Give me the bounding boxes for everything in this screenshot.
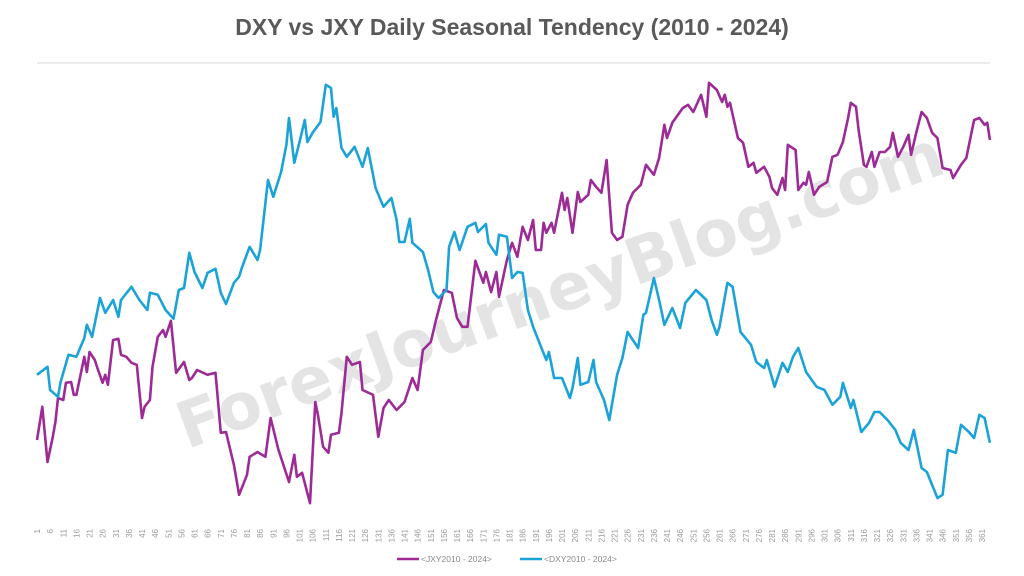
x-tick-label: 86 (256, 528, 265, 537)
x-tick-label: 321 (873, 528, 882, 542)
x-tick-label: 346 (939, 528, 948, 542)
x-tick-label: 296 (807, 528, 816, 542)
x-tick-label: 261 (716, 528, 725, 542)
x-tick-label: 196 (545, 528, 554, 542)
x-tick-label: 66 (204, 528, 213, 537)
x-tick-label: 221 (611, 528, 620, 542)
x-tick-label: 91 (269, 528, 278, 537)
x-tick-label: 286 (781, 528, 790, 542)
series-line-dxy (36, 83, 992, 500)
x-tick-label: 301 (821, 528, 830, 542)
x-tick-label: 146 (414, 528, 423, 542)
x-tick-label: 106 (309, 528, 318, 542)
x-tick-label: 361 (978, 528, 987, 542)
x-tick-label: 306 (834, 528, 843, 542)
x-tick-label: 191 (532, 528, 541, 542)
x-tick-label: 171 (479, 528, 488, 542)
legend-item-jxy[interactable]: <JXY2010 - 2024> (397, 554, 492, 564)
x-tick-label: 1 (33, 528, 42, 533)
watermark: ForexJourneyBlog.com (167, 118, 954, 465)
x-tick-label: 96 (282, 528, 291, 537)
series-line-jxy (35, 81, 992, 505)
x-tick-label: 281 (768, 528, 777, 542)
x-tick-label: 61 (191, 528, 200, 537)
x-tick-label: 81 (243, 528, 252, 537)
x-tick-label: 271 (742, 528, 751, 542)
x-tick-label: 166 (466, 528, 475, 542)
x-tick-label: 226 (624, 528, 633, 542)
x-tick-label: 141 (401, 528, 410, 542)
x-tick-label: 126 (361, 528, 370, 542)
x-tick-label: 41 (138, 528, 147, 537)
x-tick-label: 341 (926, 528, 935, 542)
x-tick-label: 211 (584, 528, 593, 541)
x-tick-label: 121 (348, 528, 357, 542)
x-tick-label: 276 (755, 528, 764, 542)
x-tick-label: 131 (374, 528, 383, 542)
x-tick-label: 31 (112, 528, 121, 537)
x-tick-label: 151 (427, 528, 436, 542)
x-tick-label: 316 (860, 528, 869, 542)
x-tick-label: 71 (217, 528, 226, 537)
x-tick-label: 36 (125, 528, 134, 537)
legend-item-dxy[interactable]: <DXY2010 - 2024> (520, 554, 617, 564)
x-tick-label: 246 (676, 528, 685, 542)
x-tick-label: 216 (597, 528, 606, 542)
x-tick-label: 266 (729, 528, 738, 542)
legend-label: <JXY2010 - 2024> (421, 554, 492, 564)
x-tick-label: 111 (322, 528, 331, 541)
x-tick-label: 46 (151, 528, 160, 537)
x-tick-label: 351 (952, 528, 961, 542)
x-tick-label: 161 (453, 528, 462, 542)
x-tick-label: 256 (702, 528, 711, 542)
watermark-text: ForexJourneyBlog.com (167, 118, 954, 465)
x-tick-label: 176 (492, 528, 501, 542)
legend-label: <DXY2010 - 2024> (544, 554, 617, 564)
x-tick-label: 116 (335, 528, 344, 541)
x-tick-label: 51 (164, 528, 173, 537)
x-tick-label: 76 (230, 528, 239, 537)
x-tick-label: 311 (847, 528, 856, 541)
x-tick-label: 231 (637, 528, 646, 542)
x-tick-label: 241 (663, 528, 672, 542)
x-tick-label: 331 (899, 528, 908, 542)
x-tick-label: 21 (86, 528, 95, 537)
x-tick-label: 11 (59, 528, 68, 537)
x-tick-label: 16 (72, 528, 81, 537)
x-tick-label: 291 (794, 528, 803, 542)
chart-title: DXY vs JXY Daily Seasonal Tendency (2010… (235, 14, 789, 40)
x-tick-label: 236 (650, 528, 659, 542)
x-tick-label: 136 (387, 528, 396, 542)
x-tick-label: 186 (519, 528, 528, 542)
x-tick-label: 201 (558, 528, 567, 542)
x-tick-label: 206 (571, 528, 580, 542)
x-tick-label: 251 (689, 528, 698, 542)
x-tick-label: 326 (886, 528, 895, 542)
x-tick-label: 6 (46, 528, 55, 533)
x-tick-label: 181 (506, 528, 515, 542)
x-tick-label: 356 (965, 528, 974, 542)
x-tick-label: 26 (99, 528, 108, 537)
x-tick-label: 101 (296, 528, 305, 542)
x-tick-label: 156 (440, 528, 449, 542)
x-tick-label: 336 (912, 528, 921, 542)
x-tick-label: 56 (177, 528, 186, 537)
